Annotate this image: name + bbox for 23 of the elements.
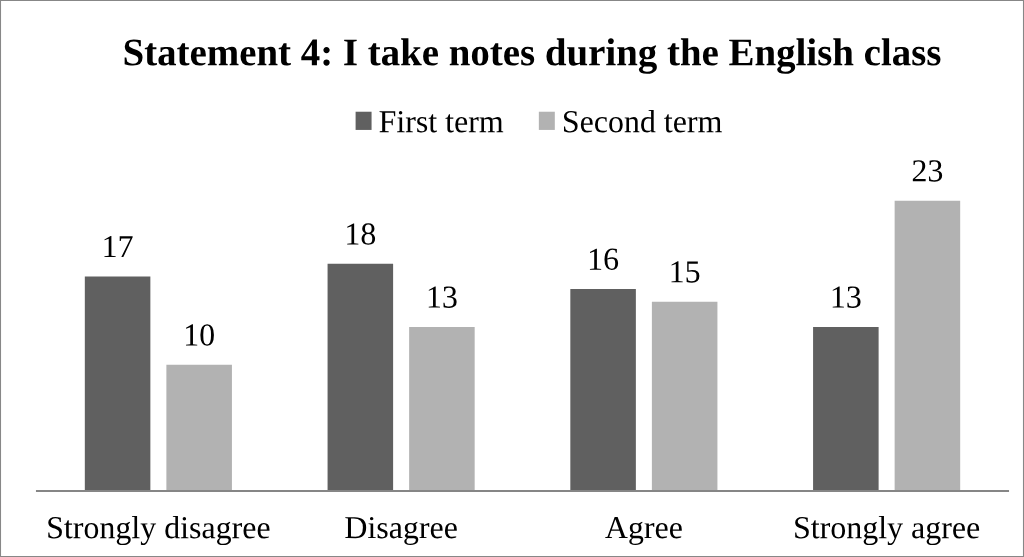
x-tick-label: Strongly agree [795, 516, 980, 546]
data-label: 18 [347, 223, 376, 245]
legend-label: First term [379, 111, 504, 133]
chart-title: Statement 4: I take notes during the English class [124, 38, 941, 74]
x-tick-label: Agree [605, 516, 682, 545]
x-tick-label: Disagree [345, 516, 457, 545]
x-tick-label: Strongly disagree [48, 516, 270, 546]
data-label: 15 [671, 261, 700, 283]
data-label: 13 [832, 286, 861, 308]
data-label: 16 [589, 248, 619, 271]
bar [84, 276, 151, 491]
bar [409, 326, 475, 491]
data-label: 13 [428, 286, 457, 308]
bar [166, 364, 232, 491]
data-label: 17 [104, 236, 133, 258]
data-label: 10 [185, 324, 214, 346]
bar [894, 200, 961, 491]
bar [570, 289, 636, 491]
data-label: 23 [912, 160, 943, 182]
legend-label: Second term [563, 110, 722, 133]
bar [813, 326, 879, 491]
bar [651, 301, 718, 491]
bar [327, 263, 394, 491]
